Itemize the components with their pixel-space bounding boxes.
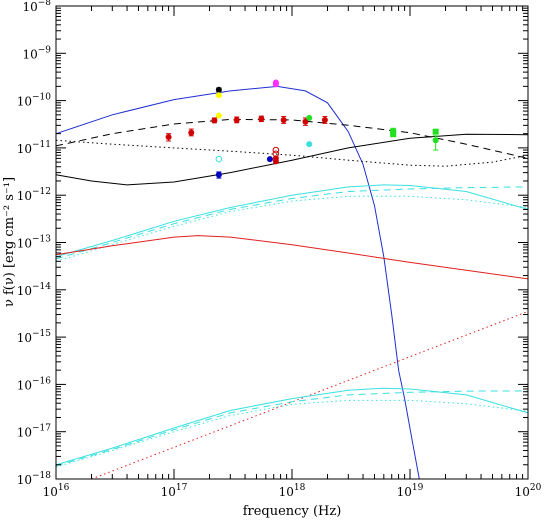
data-point-20 <box>306 114 313 121</box>
axis-ticks <box>55 5 529 480</box>
model-curve-8 <box>55 235 529 280</box>
model-curve-7 <box>55 195 529 262</box>
y-tick-label-5: 10−14 <box>17 282 52 298</box>
model-curve-12 <box>55 399 529 468</box>
y-tick-label-10: 10−9 <box>22 45 51 61</box>
model-curve-1 <box>55 85 420 480</box>
data-point-10 <box>302 118 309 125</box>
model-curve-10 <box>55 387 529 466</box>
data-point-19 <box>306 141 313 148</box>
model-curve-11 <box>55 390 529 467</box>
data-point-16 <box>266 156 273 163</box>
data-point-23 <box>432 128 439 135</box>
y-tick-label-1: 10−18 <box>17 471 52 487</box>
data-point-1 <box>215 86 222 93</box>
data-point-18 <box>215 155 223 163</box>
y-tick-label-2: 10−17 <box>17 424 52 440</box>
data-point-7 <box>233 116 240 123</box>
data-point-15 <box>272 158 279 165</box>
data-point-12 <box>272 146 280 154</box>
data-point-2 <box>215 92 222 99</box>
y-tick-label-7: 10−12 <box>17 187 51 203</box>
x-axis-label: frequency (Hz) <box>243 504 342 519</box>
data-band-1 <box>272 79 279 88</box>
data-point-8 <box>258 115 265 122</box>
model-curve-9 <box>91 310 529 480</box>
data-point-17 <box>215 171 222 178</box>
x-tick-label-4: 1019 <box>397 483 424 499</box>
y-tick-label-4: 10−15 <box>17 329 52 345</box>
model-curve-3 <box>55 118 529 159</box>
model-curve-6 <box>55 186 529 260</box>
model-curves <box>55 85 529 480</box>
x-tick-label-3: 1018 <box>279 483 306 499</box>
y-tick-label-9: 10−10 <box>17 93 52 109</box>
tick-labels: 1016 1017 1018 1019 1020 10−18 10−17 10−16 10−15… <box>17 0 542 499</box>
y-tick-label-6: 10−13 <box>17 235 52 251</box>
x-tick-label-5: 1020 <box>515 483 542 499</box>
y-tick-label-3: 10−16 <box>17 376 52 392</box>
data-point-4 <box>211 117 218 124</box>
data-point-9 <box>280 116 287 123</box>
x-tick-label-1: 1016 <box>43 483 70 499</box>
data-point-22 <box>390 131 397 138</box>
data-point-5 <box>165 133 172 140</box>
y-tick-label-11: 10−8 <box>22 0 51 14</box>
data-point-24 <box>432 137 439 144</box>
data-point-3 <box>215 112 222 119</box>
data-points <box>165 79 439 179</box>
data-point-11 <box>321 116 328 123</box>
y-axis-label: ν f(ν) [erg cm⁻² s⁻¹] <box>2 177 17 307</box>
x-tick-label-2: 1017 <box>161 483 188 499</box>
data-point-6 <box>188 129 195 136</box>
y-tick-label-8: 10−11 <box>17 140 51 156</box>
